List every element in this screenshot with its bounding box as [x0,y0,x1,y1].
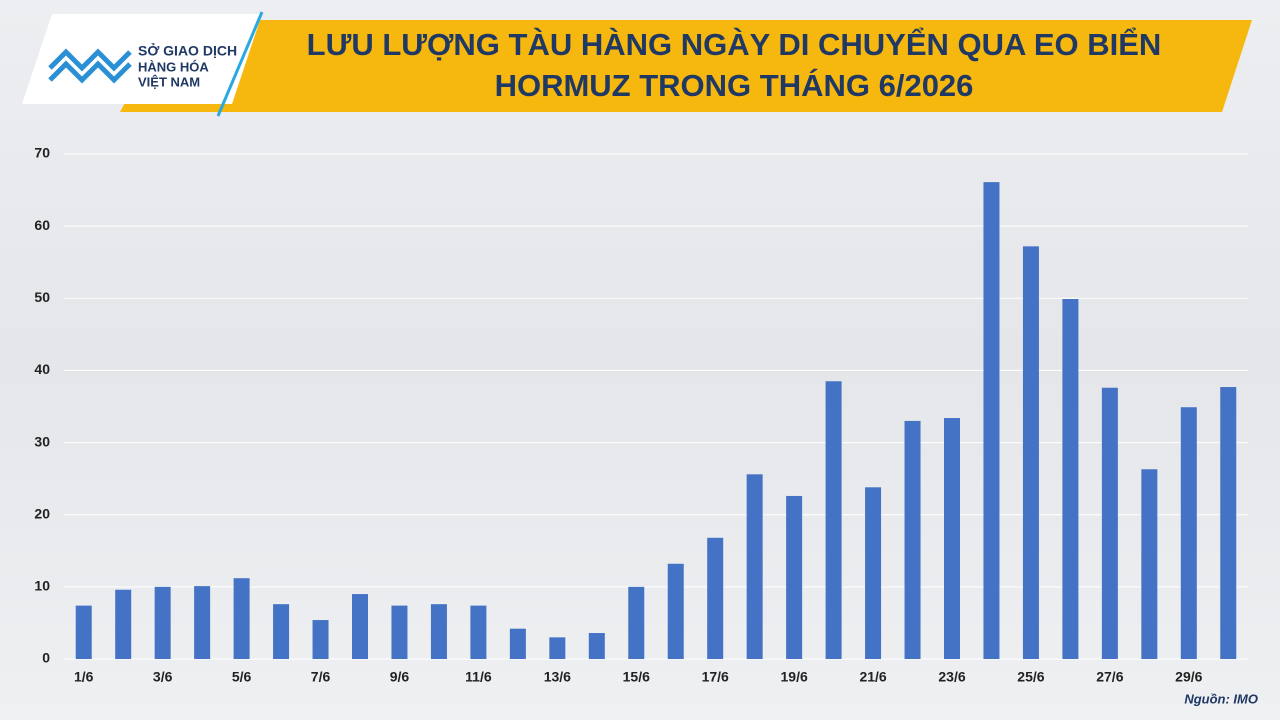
x-tick-label: 11/6 [465,669,492,685]
chart-title: LƯU LƯỢNG TÀU HÀNG NGÀY DI CHUYỂN QUA EO… [307,27,1162,62]
y-tick-label: 30 [34,433,50,449]
logo-icon [48,48,132,84]
bar [312,620,329,659]
bar [944,418,960,659]
x-tick-label: 9/6 [390,669,410,685]
bar [865,487,882,659]
bar [75,605,92,659]
bar [194,586,211,659]
x-tick-label: 23/6 [938,669,965,685]
y-tick-label: 60 [34,217,50,233]
x-tick-label: 13/6 [544,669,571,685]
source-note: Nguồn: IMO [1184,691,1258,706]
y-tick-label: 0 [42,650,50,666]
x-tick-label: 17/6 [702,669,729,685]
bar [786,495,803,659]
x-tick-label: 3/6 [153,669,173,685]
bar [628,586,645,659]
bar [1141,469,1158,659]
x-tick-label: 29/6 [1175,669,1202,685]
logo-text: VIỆT NAM [138,74,200,89]
x-tick-label: 19/6 [781,669,808,685]
x-tick-label: 21/6 [859,669,886,685]
bar [1220,387,1237,659]
title-banner [120,20,1252,112]
bar [1022,246,1039,660]
y-tick-label: 20 [34,505,50,521]
bar [549,637,566,659]
bar [273,604,290,659]
x-tick-label: 7/6 [311,669,331,685]
bar [904,420,921,659]
bar [1062,299,1079,659]
bar [825,381,842,659]
bar [470,605,487,659]
y-tick-label: 50 [34,289,50,305]
bar [746,474,763,659]
y-tick-label: 70 [34,145,50,161]
bar [509,628,526,659]
bar [1101,387,1118,659]
bar [430,604,447,659]
x-tick-label: 25/6 [1017,669,1044,685]
bar [233,578,250,659]
bar [391,605,408,659]
bar [707,537,724,659]
bar [588,633,605,659]
y-tick-label: 10 [34,578,50,594]
bar [352,594,368,659]
logo-text: HÀNG HÓA [138,59,209,74]
bar [115,589,132,659]
bar [1180,407,1197,659]
logo-accent [216,11,264,117]
chart-title: HORMUZ TRONG THÁNG 6/2026 [495,68,974,103]
bar [983,182,1000,659]
bar [154,586,171,659]
x-tick-label: 5/6 [232,669,252,685]
y-tick-label: 40 [34,361,50,377]
x-tick-label: 27/6 [1096,669,1123,685]
x-tick-label: 15/6 [623,669,650,685]
logo-text: SỞ GIAO DỊCH [138,42,237,59]
x-tick-label: 1/6 [74,669,94,685]
bar [667,563,684,659]
